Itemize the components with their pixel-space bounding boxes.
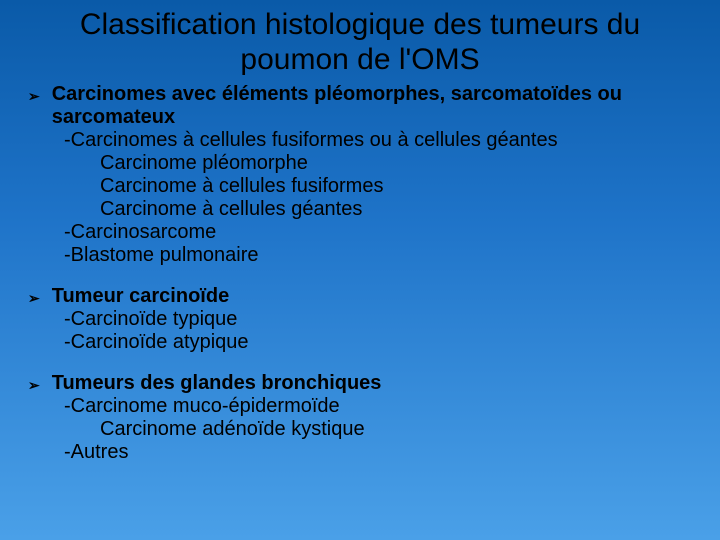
triangle-bullet-icon: ➢: [28, 290, 40, 306]
body-line: -Carcinomes à cellules fusiformes ou à c…: [28, 129, 692, 152]
heading-text: Tumeurs des glandes bronchiques: [52, 372, 692, 395]
bullet-heading: ➢ Tumeur carcinoïde: [28, 285, 692, 308]
body-line: Carcinome pléomorphe: [28, 152, 692, 175]
body-line: -Autres: [28, 441, 692, 464]
slide-content: ➢ Carcinomes avec éléments pléomorphes, …: [0, 83, 720, 464]
bullet-group: ➢ Tumeurs des glandes bronchiques -Carci…: [28, 372, 692, 464]
heading-text: Tumeur carcinoïde: [52, 285, 692, 308]
bullet-group: ➢ Carcinomes avec éléments pléomorphes, …: [28, 83, 692, 267]
body-line: -Carcinoïde typique: [28, 308, 692, 331]
body-line: Carcinome à cellules fusiformes: [28, 175, 692, 198]
body-line: Carcinome à cellules géantes: [28, 198, 692, 221]
bullet-group: ➢ Tumeur carcinoïde -Carcinoïde typique …: [28, 285, 692, 354]
slide: Classification histologique des tumeurs …: [0, 0, 720, 540]
body-line: -Carcinosarcome: [28, 221, 692, 244]
body-line: -Carcinome muco-épidermoïde: [28, 395, 692, 418]
body-line: -Blastome pulmonaire: [28, 244, 692, 267]
triangle-bullet-icon: ➢: [28, 88, 40, 104]
body-line: Carcinome adénoïde kystique: [28, 418, 692, 441]
triangle-bullet-icon: ➢: [28, 377, 40, 393]
bullet-heading: ➢ Tumeurs des glandes bronchiques: [28, 372, 692, 395]
slide-title: Classification histologique des tumeurs …: [0, 0, 720, 83]
heading-text: Carcinomes avec éléments pléomorphes, sa…: [52, 83, 692, 129]
body-line: -Carcinoïde atypique: [28, 331, 692, 354]
bullet-heading: ➢ Carcinomes avec éléments pléomorphes, …: [28, 83, 692, 129]
